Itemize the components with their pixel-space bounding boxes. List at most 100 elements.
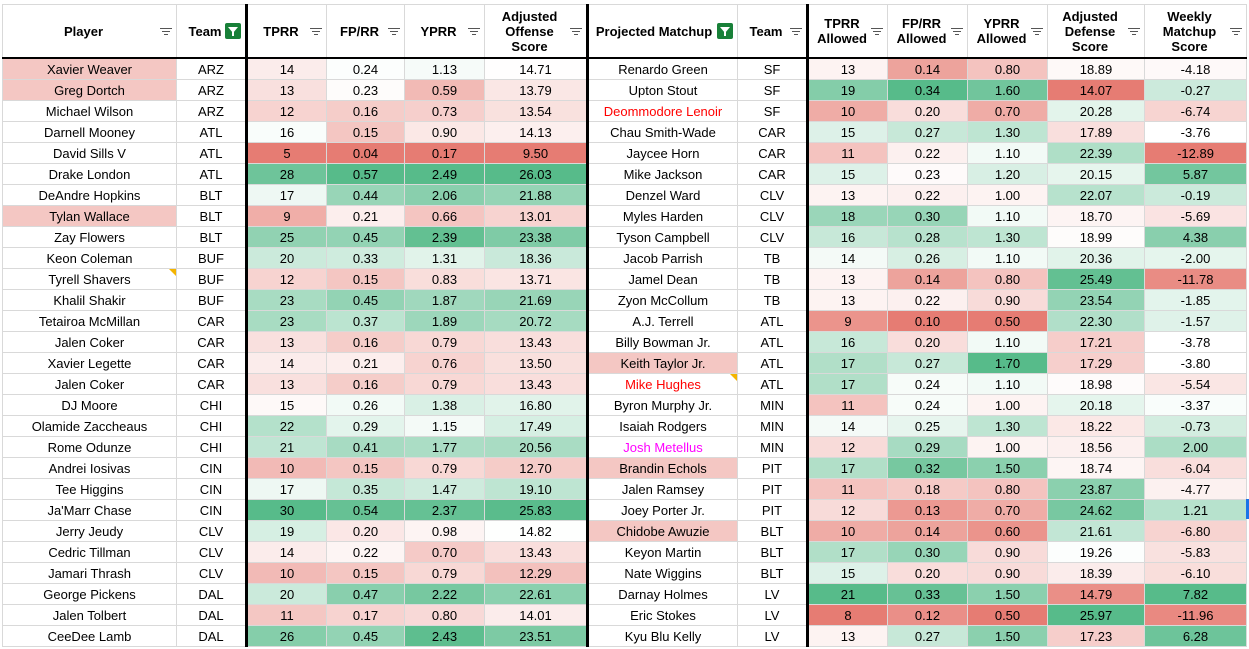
fprr-cell[interactable]: 0.22 (326, 541, 405, 563)
adjusted-defense-score-cell[interactable]: 20.18 (1047, 394, 1145, 416)
weekly-matchup-score-cell[interactable]: 1.21 (1144, 499, 1247, 521)
tprr-allowed-cell[interactable]: 15 (807, 163, 888, 185)
fprr-allowed-cell[interactable]: 0.20 (887, 562, 968, 584)
team2-cell[interactable]: BLT (737, 562, 809, 584)
matchup-cell[interactable]: Jacob Parrish (587, 247, 738, 269)
tprr-cell[interactable]: 26 (246, 625, 327, 647)
adjusted-defense-score-cell[interactable]: 22.07 (1047, 184, 1145, 206)
adjusted-offense-score-cell[interactable]: 25.83 (484, 499, 589, 521)
adjusted-offense-score-cell[interactable]: 13.50 (484, 352, 589, 374)
team2-cell[interactable]: LV (737, 583, 809, 605)
tprr-cell[interactable]: 14 (246, 352, 327, 374)
tprr-cell[interactable]: 11 (246, 604, 327, 626)
tprr-cell[interactable]: 12 (246, 100, 327, 122)
team2-cell[interactable]: CLV (737, 184, 809, 206)
fprr-cell[interactable]: 0.15 (326, 268, 405, 290)
adjusted-defense-score-cell[interactable]: 25.49 (1047, 268, 1145, 290)
team2-cell[interactable]: LV (737, 604, 809, 626)
yprr-cell[interactable]: 0.79 (404, 457, 485, 479)
weekly-matchup-score-cell[interactable]: -11.78 (1144, 268, 1247, 290)
matchup-cell[interactable]: Jalen Ramsey (587, 478, 738, 500)
fprr-allowed-cell[interactable]: 0.27 (887, 352, 968, 374)
yprr-cell[interactable]: 1.87 (404, 289, 485, 311)
header-adjusted-defense-score[interactable]: Adjusted Defense Score (1047, 4, 1145, 59)
weekly-matchup-score-cell[interactable]: -4.77 (1144, 478, 1247, 500)
header-yprr[interactable]: YPRR (404, 4, 485, 59)
fprr-cell[interactable]: 0.54 (326, 499, 405, 521)
team-cell[interactable]: ARZ (176, 79, 248, 101)
adjusted-defense-score-cell[interactable]: 18.39 (1047, 562, 1145, 584)
yprr-allowed-cell[interactable]: 1.50 (967, 583, 1048, 605)
fprr-allowed-cell[interactable]: 0.22 (887, 142, 968, 164)
yprr-cell[interactable]: 0.59 (404, 79, 485, 101)
fprr-cell[interactable]: 0.24 (326, 57, 405, 80)
adjusted-defense-score-cell[interactable]: 17.23 (1047, 625, 1145, 647)
fprr-allowed-cell[interactable]: 0.18 (887, 478, 968, 500)
weekly-matchup-score-cell[interactable]: -5.69 (1144, 205, 1247, 227)
tprr-cell[interactable]: 28 (246, 163, 327, 185)
team2-cell[interactable]: PIT (737, 457, 809, 479)
yprr-allowed-cell[interactable]: 1.70 (967, 352, 1048, 374)
fprr-cell[interactable]: 0.21 (326, 205, 405, 227)
adjusted-offense-score-cell[interactable]: 13.01 (484, 205, 589, 227)
player-cell[interactable]: Michael Wilson (2, 100, 177, 122)
tprr-cell[interactable]: 13 (246, 373, 327, 395)
adjusted-offense-score-cell[interactable]: 20.72 (484, 310, 589, 332)
adjusted-offense-score-cell[interactable]: 12.70 (484, 457, 589, 479)
header-adjusted-offense-score[interactable]: Adjusted Offense Score (484, 4, 589, 59)
adjusted-defense-score-cell[interactable]: 21.61 (1047, 520, 1145, 542)
adjusted-defense-score-cell[interactable]: 25.97 (1047, 604, 1145, 626)
adjusted-offense-score-cell[interactable]: 13.43 (484, 541, 589, 563)
filter-icon[interactable] (468, 26, 480, 36)
fprr-cell[interactable]: 0.16 (326, 331, 405, 353)
player-cell[interactable]: Tetairoa McMillan (2, 310, 177, 332)
adjusted-offense-score-cell[interactable]: 18.36 (484, 247, 589, 269)
yprr-cell[interactable]: 0.98 (404, 520, 485, 542)
fprr-allowed-cell[interactable]: 0.24 (887, 373, 968, 395)
player-cell[interactable]: DJ Moore (2, 394, 177, 416)
header-team2[interactable]: Team (737, 4, 809, 59)
yprr-allowed-cell[interactable]: 0.50 (967, 310, 1048, 332)
yprr-cell[interactable]: 1.89 (404, 310, 485, 332)
tprr-cell[interactable]: 30 (246, 499, 327, 521)
team2-cell[interactable]: TB (737, 247, 809, 269)
matchup-cell[interactable]: Mike Hughes (587, 373, 738, 395)
team-cell[interactable]: CAR (176, 373, 248, 395)
team-cell[interactable]: DAL (176, 604, 248, 626)
tprr-allowed-cell[interactable]: 10 (807, 100, 888, 122)
fprr-cell[interactable]: 0.35 (326, 478, 405, 500)
tprr-allowed-cell[interactable]: 14 (807, 247, 888, 269)
team-cell[interactable]: ATL (176, 163, 248, 185)
fprr-allowed-cell[interactable]: 0.13 (887, 499, 968, 521)
adjusted-offense-score-cell[interactable]: 20.56 (484, 436, 589, 458)
filter-icon[interactable] (1128, 26, 1140, 36)
yprr-allowed-cell[interactable]: 1.30 (967, 121, 1048, 143)
tprr-cell[interactable]: 17 (246, 478, 327, 500)
adjusted-offense-score-cell[interactable]: 14.01 (484, 604, 589, 626)
adjusted-defense-score-cell[interactable]: 18.98 (1047, 373, 1145, 395)
team2-cell[interactable]: BLT (737, 541, 809, 563)
team2-cell[interactable]: SF (737, 57, 809, 80)
tprr-allowed-cell[interactable]: 13 (807, 268, 888, 290)
fprr-allowed-cell[interactable]: 0.33 (887, 583, 968, 605)
player-cell[interactable]: DeAndre Hopkins (2, 184, 177, 206)
player-cell[interactable]: Olamide Zaccheaus (2, 415, 177, 437)
weekly-matchup-score-cell[interactable]: 2.00 (1144, 436, 1247, 458)
weekly-matchup-score-cell[interactable]: -0.27 (1144, 79, 1247, 101)
team2-cell[interactable]: PIT (737, 478, 809, 500)
filter-icon[interactable] (388, 26, 400, 36)
adjusted-offense-score-cell[interactable]: 14.13 (484, 121, 589, 143)
adjusted-offense-score-cell[interactable]: 14.82 (484, 520, 589, 542)
tprr-allowed-cell[interactable]: 11 (807, 142, 888, 164)
matchup-cell[interactable]: Billy Bowman Jr. (587, 331, 738, 353)
team-cell[interactable]: CHI (176, 436, 248, 458)
tprr-allowed-cell[interactable]: 17 (807, 541, 888, 563)
header-fprr[interactable]: FP/RR (326, 4, 405, 59)
team2-cell[interactable]: SF (737, 100, 809, 122)
matchup-cell[interactable]: Nate Wiggins (587, 562, 738, 584)
matchup-cell[interactable]: Tyson Campbell (587, 226, 738, 248)
player-cell[interactable]: Rome Odunze (2, 436, 177, 458)
fprr-cell[interactable]: 0.33 (326, 247, 405, 269)
tprr-allowed-cell[interactable]: 16 (807, 331, 888, 353)
fprr-allowed-cell[interactable]: 0.14 (887, 57, 968, 80)
